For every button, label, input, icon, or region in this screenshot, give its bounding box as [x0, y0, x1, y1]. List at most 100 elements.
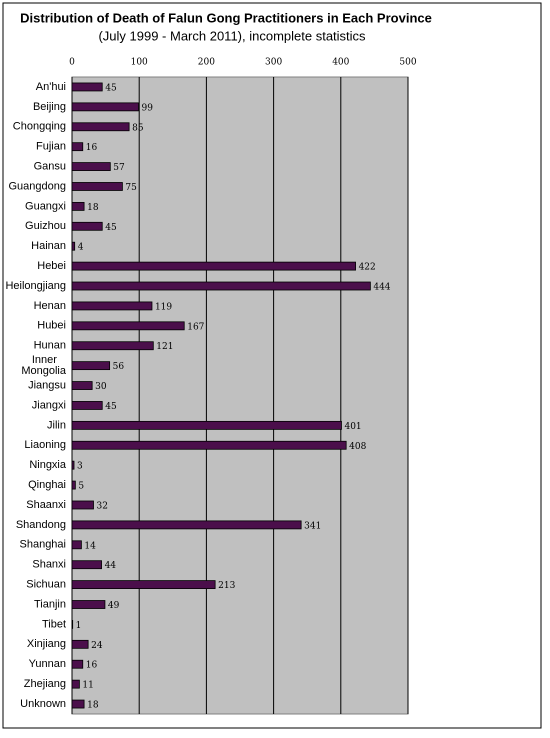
bar	[71, 201, 85, 211]
y-tick-label: Shandong	[16, 519, 66, 531]
value-label: 45	[105, 223, 117, 233]
value-label: 5	[78, 482, 84, 492]
value-label: 422	[359, 263, 376, 273]
y-tick-label: Guangdong	[9, 180, 67, 192]
y-tick-label: Hunan	[34, 340, 66, 352]
value-label: 14	[84, 541, 96, 551]
x-tick-label: 100	[131, 58, 148, 68]
y-tick-label: Fujian	[36, 141, 66, 153]
y-tick-label: Liaoning	[24, 439, 66, 451]
y-tick-label: Xinjiang	[27, 638, 66, 650]
bar	[71, 600, 106, 609]
value-label: 1	[76, 621, 82, 631]
bar	[71, 162, 111, 171]
value-label: 4	[78, 243, 84, 253]
value-label: 24	[91, 641, 103, 651]
y-tick-label: Beijing	[33, 101, 66, 113]
value-label: 49	[108, 601, 120, 611]
plot-area	[71, 76, 409, 715]
value-label: 341	[304, 521, 321, 531]
chart-subtitle: (July 1999 - March 2011), incomplete sta…	[98, 28, 366, 43]
y-tick-label: Zhejiang	[24, 678, 66, 690]
y-tick-label: Gansu	[34, 160, 66, 172]
x-tick-label: 400	[332, 58, 349, 68]
y-tick-label: Jilin	[47, 419, 66, 431]
y-tick-label: Shanghai	[20, 539, 67, 551]
bar	[71, 221, 103, 231]
bar	[71, 460, 75, 470]
bar	[71, 420, 342, 430]
bar	[71, 440, 347, 450]
y-tick-label: Sichuan	[26, 579, 66, 591]
bar	[71, 560, 102, 570]
y-tick-label: An'hui	[36, 81, 66, 93]
x-tick-label: 500	[399, 58, 416, 68]
y-tick-label: Tibet	[42, 618, 66, 630]
bar	[71, 102, 139, 112]
bar	[71, 639, 89, 649]
bar	[71, 261, 356, 271]
y-tick-label: Guangxi	[25, 200, 66, 212]
x-tick-label: 200	[198, 58, 215, 68]
value-label: 18	[87, 701, 99, 711]
x-tick-label: 0	[69, 58, 75, 68]
bar	[71, 520, 302, 530]
y-tick-label: Shanxi	[32, 559, 66, 571]
value-label: 85	[132, 123, 144, 133]
value-label: 167	[187, 322, 204, 332]
y-tick-label: Jiangsu	[28, 379, 66, 391]
bar	[71, 142, 84, 152]
bar	[71, 659, 84, 669]
y-tick-label: Hainan	[31, 240, 66, 252]
value-label: 44	[105, 561, 117, 571]
y-tick-label: Inner Mongolia	[21, 354, 67, 377]
y-tick-label: Heilongjiang	[5, 280, 66, 292]
value-label: 11	[82, 681, 93, 691]
y-tick-label: Guizhou	[25, 220, 66, 232]
bar	[71, 381, 93, 390]
bar	[71, 301, 153, 311]
value-label: 444	[373, 283, 390, 293]
value-label: 121	[156, 342, 173, 352]
value-label: 213	[218, 581, 235, 591]
value-label: 119	[155, 302, 172, 312]
bar	[71, 122, 130, 132]
y-tick-label: Henan	[34, 300, 66, 312]
bar	[71, 679, 80, 689]
bar	[71, 361, 111, 371]
bar	[71, 341, 154, 351]
y-tick-label: Yunnan	[29, 658, 66, 670]
value-label: 16	[86, 143, 98, 153]
bar	[71, 281, 371, 291]
y-tick-label: Unknown	[20, 698, 66, 710]
value-label: 18	[87, 203, 99, 213]
value-label: 45	[105, 402, 117, 412]
value-label: 99	[142, 103, 154, 113]
value-label: 16	[86, 661, 98, 671]
value-label: 56	[113, 362, 125, 372]
y-tick-label: Hebei	[37, 260, 66, 272]
y-tick-label: Jiangxi	[32, 399, 66, 411]
value-label: 3	[77, 462, 83, 472]
value-label: 401	[344, 422, 361, 432]
bar	[71, 480, 76, 490]
chart-title: Distribution of Death of Falun Gong Prac…	[20, 10, 432, 25]
x-tick-label: 300	[265, 58, 282, 68]
y-tick-label: Chongqing	[13, 121, 66, 133]
bar	[71, 182, 123, 191]
value-label: 32	[97, 501, 108, 511]
y-tick-label: Hubei	[37, 320, 66, 332]
bar	[71, 321, 185, 331]
bar	[71, 540, 82, 550]
value-label: 75	[125, 183, 137, 193]
bar	[71, 241, 76, 251]
bar	[71, 500, 94, 510]
bar	[71, 82, 103, 92]
y-tick-label: Qinghai	[28, 479, 66, 491]
bar	[71, 620, 74, 629]
bar	[71, 699, 85, 709]
bar	[71, 580, 216, 590]
y-tick-label: Tianjin	[34, 598, 66, 610]
value-label: 45	[105, 83, 117, 93]
